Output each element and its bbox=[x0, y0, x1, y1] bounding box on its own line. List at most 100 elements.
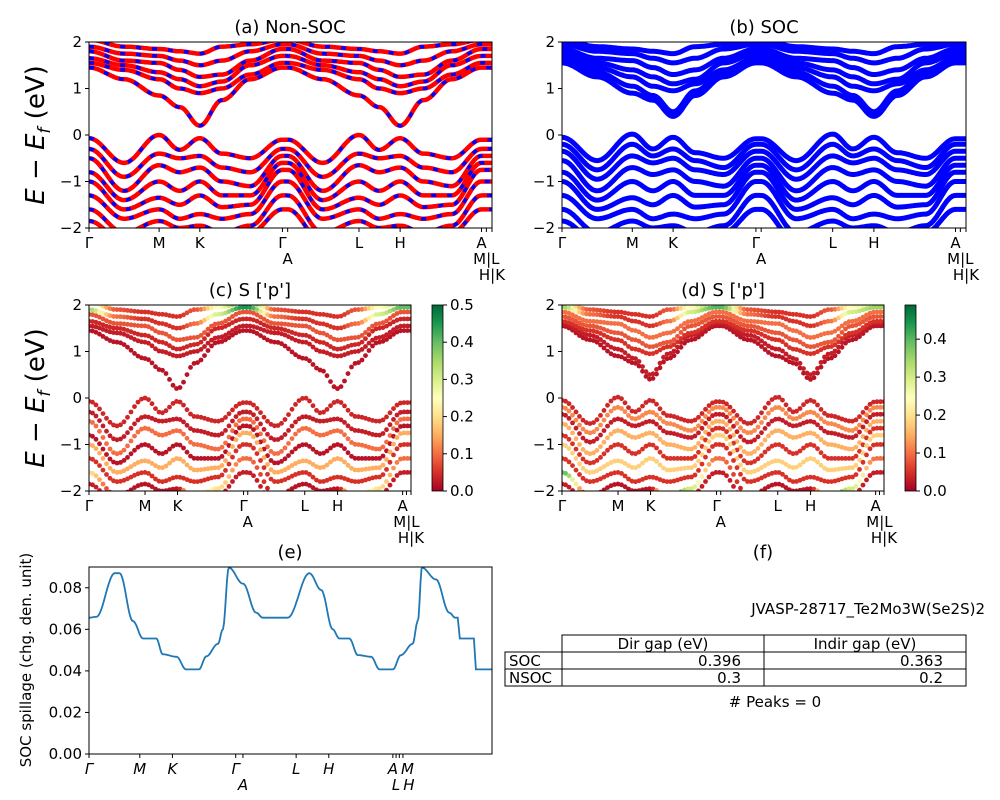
projection-point bbox=[342, 378, 347, 384]
projection-point bbox=[745, 502, 750, 507]
projection-point bbox=[261, 335, 267, 341]
projection-point bbox=[836, 499, 841, 504]
projection-point bbox=[878, 425, 883, 431]
projection-point bbox=[811, 486, 817, 491]
projection-point bbox=[619, 338, 624, 344]
projection-point bbox=[668, 351, 673, 356]
projection-point bbox=[226, 330, 232, 336]
projection-point bbox=[826, 493, 831, 498]
projection-point bbox=[647, 344, 652, 350]
projection-point bbox=[170, 382, 176, 388]
projection-point bbox=[871, 470, 876, 476]
projection-point bbox=[401, 470, 407, 475]
soc-dir-gap: 0.396 bbox=[698, 652, 741, 670]
projection-point bbox=[727, 404, 733, 410]
projection-point bbox=[591, 307, 596, 313]
projection-point bbox=[97, 331, 102, 337]
projection-point bbox=[153, 476, 158, 482]
projection-point bbox=[107, 419, 113, 425]
band-line bbox=[562, 169, 966, 212]
projection-point bbox=[135, 444, 141, 450]
y-tick-label: 0 bbox=[72, 126, 82, 144]
marks-a bbox=[89, 42, 492, 228]
projection-point bbox=[654, 459, 659, 464]
projection-point bbox=[825, 479, 831, 484]
projection-point bbox=[195, 467, 200, 473]
projection-point bbox=[216, 305, 221, 310]
projection-point bbox=[622, 341, 628, 346]
projection-point bbox=[699, 411, 705, 416]
projection-point bbox=[720, 433, 726, 439]
projection-point bbox=[104, 461, 109, 467]
projection-point bbox=[619, 347, 624, 353]
projection-point bbox=[874, 425, 880, 431]
projection-point bbox=[360, 492, 365, 497]
projection-point bbox=[254, 451, 260, 456]
projection-point bbox=[387, 482, 393, 488]
projection-point bbox=[272, 325, 277, 331]
projection-point bbox=[872, 305, 875, 306]
projection-point bbox=[762, 313, 768, 319]
projection-point bbox=[878, 432, 883, 438]
projection-point bbox=[563, 456, 568, 462]
projection-point bbox=[174, 337, 179, 343]
projection-point bbox=[699, 435, 705, 441]
projection-point bbox=[881, 418, 884, 424]
projection-point bbox=[111, 330, 116, 335]
projection-point bbox=[104, 441, 109, 447]
projection-point bbox=[251, 473, 256, 479]
projection-point bbox=[345, 462, 351, 468]
projection-point bbox=[773, 309, 778, 315]
projection-point bbox=[191, 321, 197, 327]
projection-point bbox=[188, 492, 193, 497]
projection-point bbox=[825, 421, 831, 426]
row-label-nsoc: NSOC bbox=[509, 669, 552, 687]
projection-point bbox=[601, 339, 607, 345]
projection-point bbox=[867, 422, 873, 428]
projection-point bbox=[665, 493, 670, 498]
projection-point bbox=[738, 496, 743, 501]
projection-point bbox=[247, 456, 253, 462]
projection-point bbox=[622, 350, 628, 356]
band-line-dashed bbox=[95, 42, 475, 56]
projection-point bbox=[654, 401, 659, 407]
projection-point bbox=[577, 461, 582, 467]
projection-point bbox=[408, 470, 411, 475]
projection-point bbox=[405, 323, 410, 329]
projection-point bbox=[881, 318, 884, 324]
colorbar-tick-label: 0.3 bbox=[450, 370, 474, 388]
projection-point bbox=[661, 453, 666, 459]
projection-point bbox=[249, 305, 251, 306]
projection-point bbox=[97, 477, 102, 482]
projection-point bbox=[198, 333, 204, 338]
projection-point bbox=[279, 449, 284, 454]
projection-point bbox=[244, 409, 249, 415]
projection-point bbox=[619, 459, 624, 464]
projection-point bbox=[577, 486, 582, 491]
projection-point bbox=[570, 405, 575, 410]
projection-point bbox=[129, 498, 134, 503]
projection-point bbox=[202, 317, 207, 323]
projection-point bbox=[563, 470, 568, 476]
projection-point bbox=[790, 435, 796, 440]
projection-point bbox=[391, 477, 396, 483]
projection-point bbox=[570, 450, 575, 456]
projection-point bbox=[867, 305, 873, 311]
projection-point bbox=[146, 324, 151, 330]
projection-point bbox=[374, 494, 379, 499]
projection-point bbox=[839, 323, 845, 329]
projection-point bbox=[219, 463, 225, 468]
projection-point bbox=[713, 418, 719, 424]
projection-point bbox=[570, 441, 575, 447]
projection-point bbox=[283, 500, 288, 505]
projection-point bbox=[408, 316, 411, 322]
projection-point bbox=[734, 328, 740, 334]
projection-point bbox=[640, 413, 645, 418]
projection-point bbox=[296, 316, 302, 322]
projection-point bbox=[328, 334, 333, 340]
projection-point bbox=[853, 453, 859, 459]
projection-point bbox=[867, 401, 873, 407]
band-line-dashed bbox=[89, 133, 492, 165]
projection-point bbox=[573, 409, 579, 415]
projection-point bbox=[577, 422, 582, 428]
